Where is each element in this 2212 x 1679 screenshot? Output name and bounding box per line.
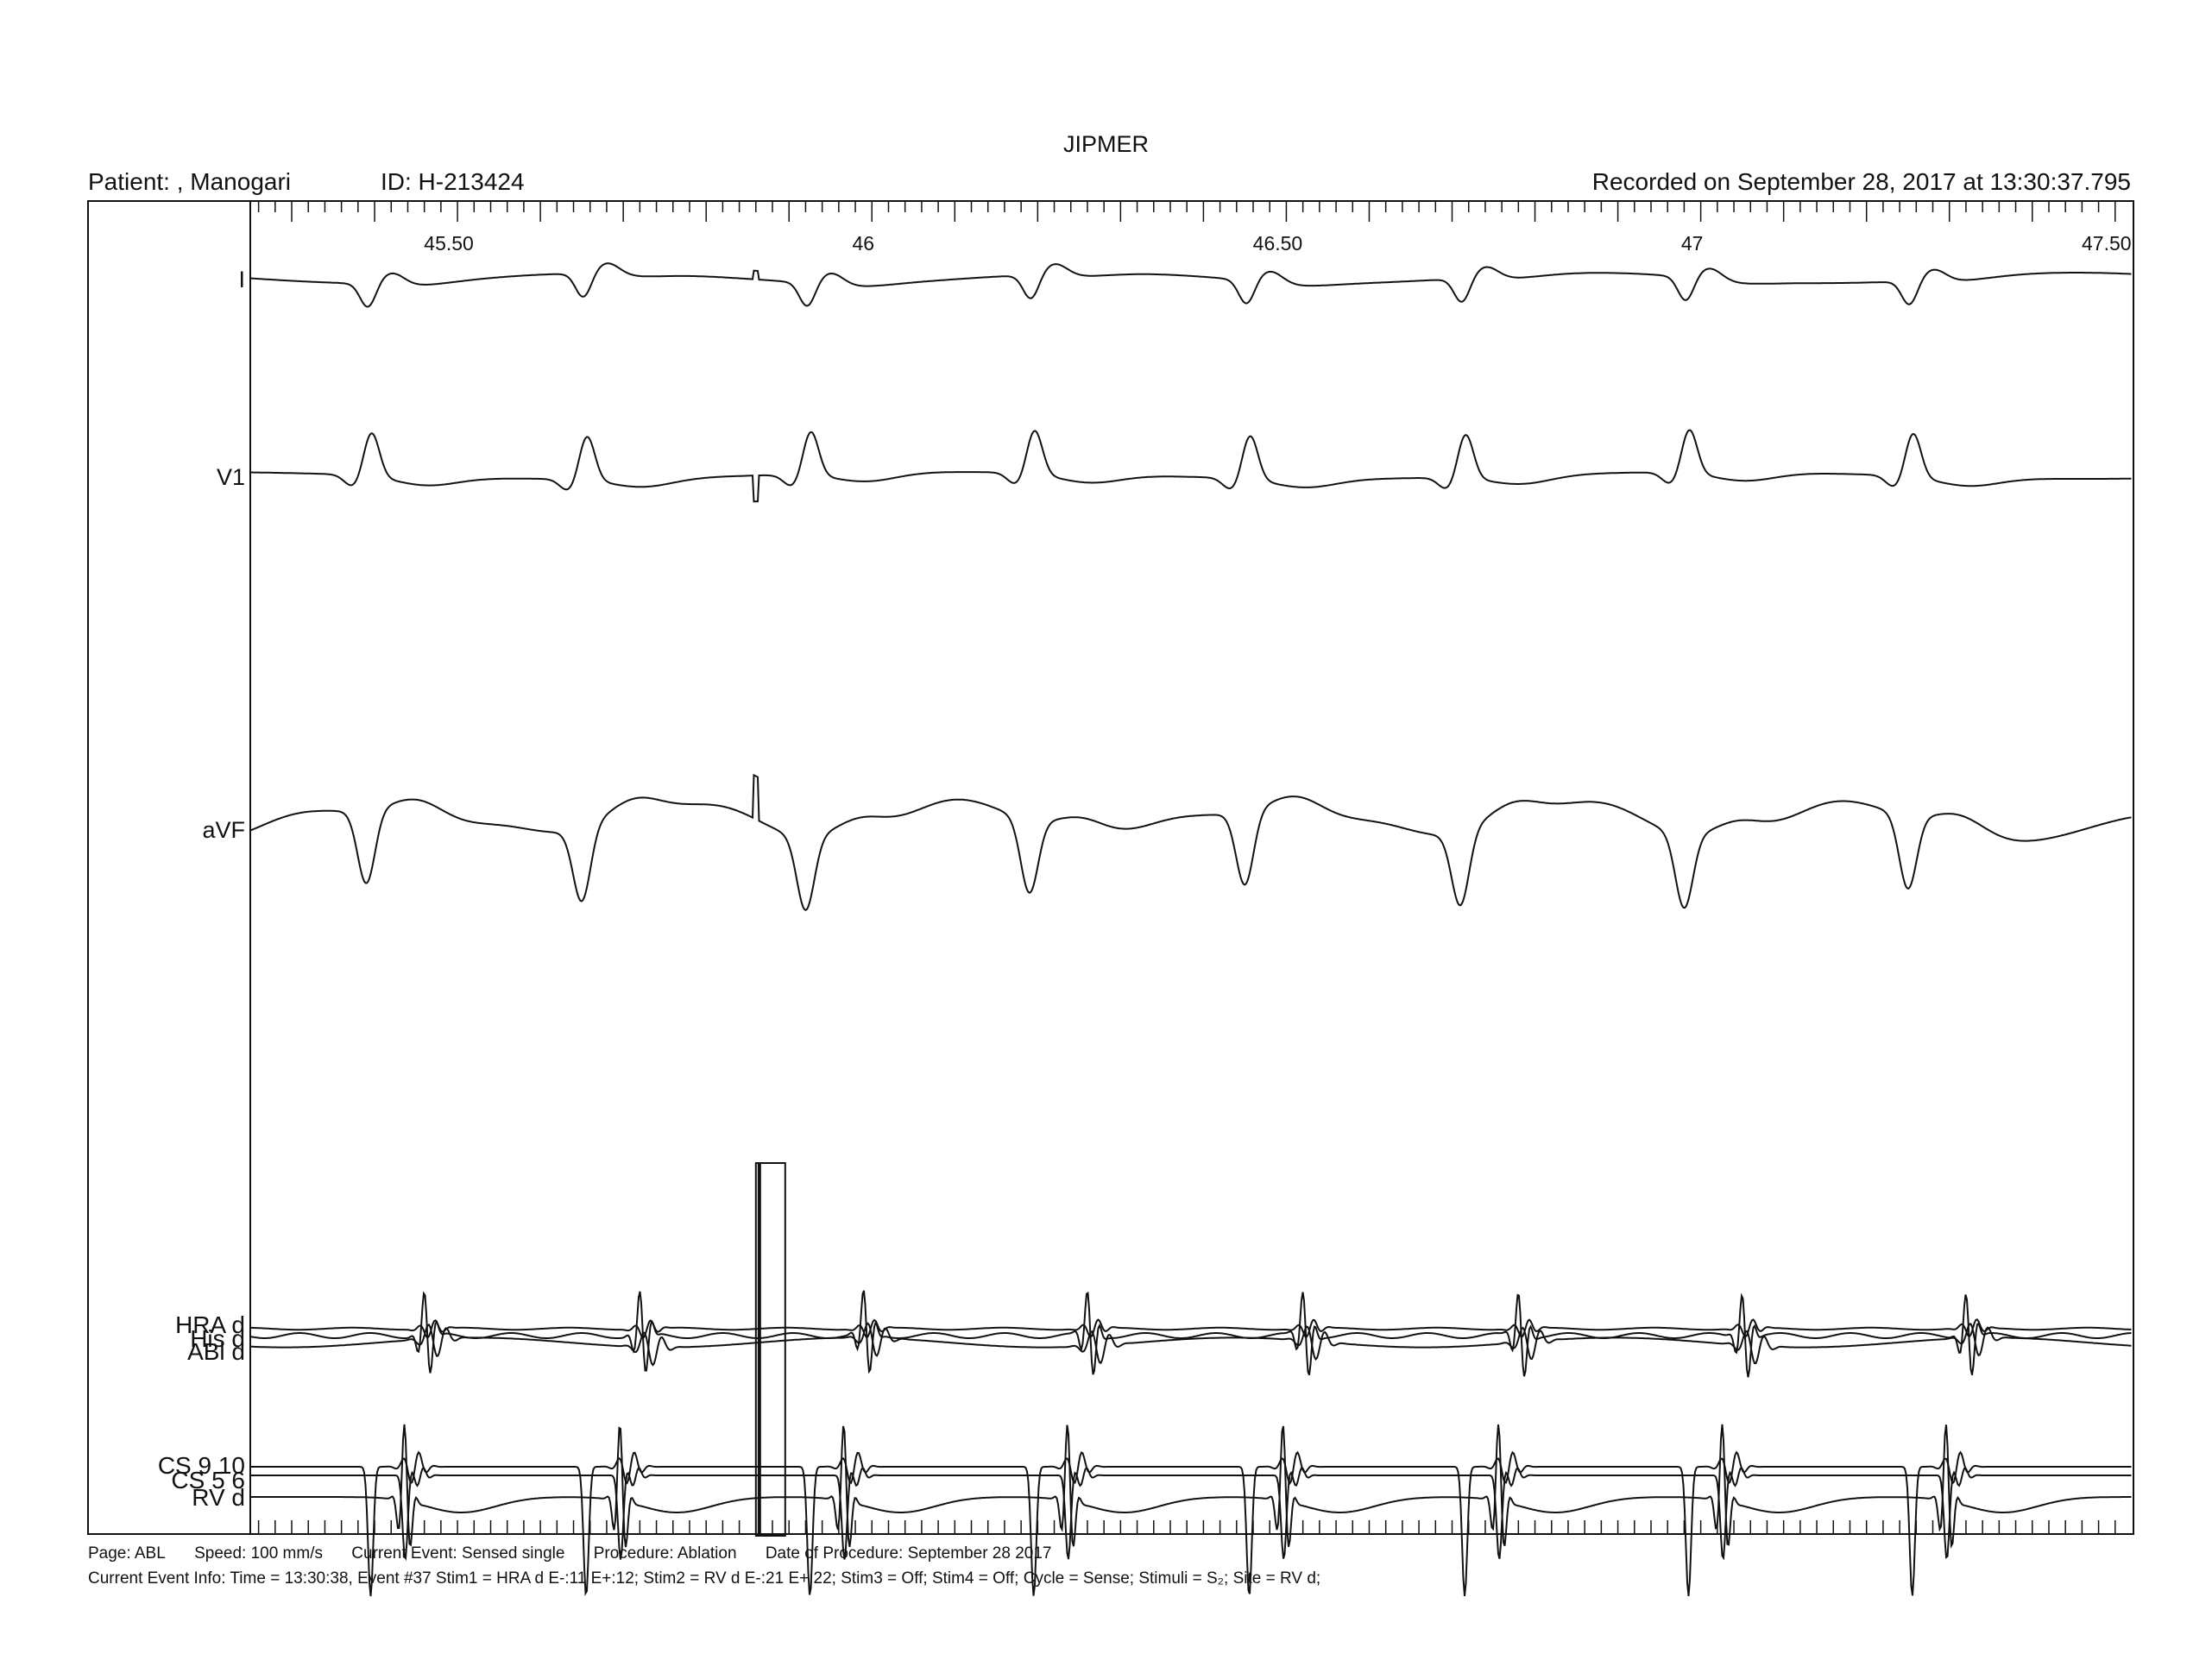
patient-name: Patient: , Manogari <box>88 168 292 195</box>
patient-id: ID: H-213424 <box>381 168 525 195</box>
plot-frame <box>87 200 2134 1535</box>
bottom-axis-ticks <box>257 1520 2116 1534</box>
trace-abl-d <box>249 1322 2132 1367</box>
traces <box>249 262 2132 1597</box>
footer-date-of-procedure: Date of Procedure: September 28 2017 <box>765 1544 1052 1563</box>
time-tick-label: 46.50 <box>1253 232 1303 255</box>
footer-current-event: Current Event: Sensed single <box>351 1544 565 1563</box>
footer-page: Page: ABL <box>88 1544 166 1563</box>
time-tick-label: 47.50 <box>2082 232 2132 255</box>
stimulus-marker <box>754 1162 786 1537</box>
channel-label: HRA d <box>175 1311 245 1338</box>
footer-speed: Speed: 100 mm/s <box>194 1544 323 1563</box>
channel-label: CS 5 6 <box>171 1467 245 1493</box>
time-tick-label: 47 <box>1681 232 1704 255</box>
footer-event-info: Current Event Info: Time = 13:30:38, Eve… <box>88 1569 1321 1588</box>
footer-status-line: Page: ABL Speed: 100 mm/s Current Event:… <box>88 1544 1075 1563</box>
trace-his-d <box>249 1290 2132 1378</box>
time-axis-labels: 45.50 46 46.50 47 47.50 <box>424 232 2131 255</box>
channel-label: V1 <box>217 464 245 490</box>
channel-label: RV d <box>192 1484 245 1511</box>
trace-i <box>249 262 2132 308</box>
trace-cs-5-6 <box>250 1466 2132 1562</box>
time-tick-label: 45.50 <box>424 232 474 255</box>
footer-procedure: Procedure: Ablation <box>593 1544 737 1563</box>
channel-label: aVF <box>202 817 245 843</box>
channel-label: His d <box>190 1325 245 1352</box>
trace-hra-d <box>250 1318 2132 1339</box>
channel-label: CS 9 10 <box>158 1452 245 1479</box>
channel-label: I <box>238 267 245 292</box>
trace-v1 <box>250 429 2132 503</box>
report-title: JIPMER <box>1062 131 1149 157</box>
trace-rv-d <box>250 1424 2132 1549</box>
channel-label: ABl d <box>187 1338 245 1365</box>
time-tick-label: 46 <box>852 232 874 255</box>
time-axis-ticks <box>257 201 2116 222</box>
recorded-timestamp: Recorded on September 28, 2017 at 13:30:… <box>1591 168 2131 195</box>
stimulus-box <box>754 1162 786 1537</box>
trace-avf <box>249 773 2132 911</box>
trace-cs-9-10 <box>250 1450 2132 1597</box>
